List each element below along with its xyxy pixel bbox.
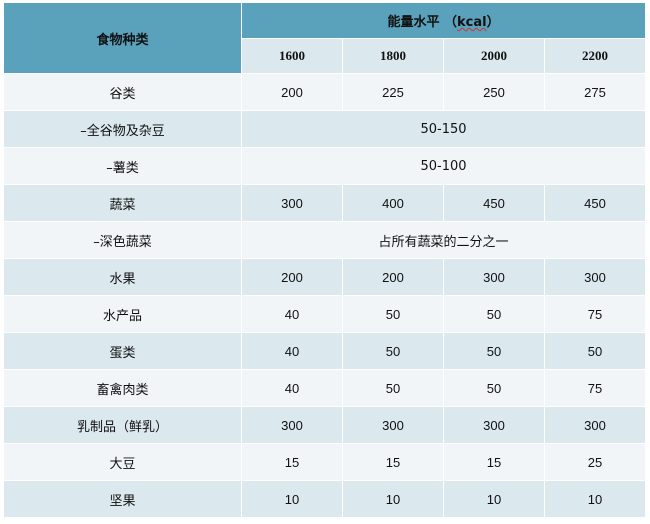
- table-row: 水果 200 200 300 300: [3, 258, 647, 296]
- table-cell: 300: [241, 406, 343, 444]
- row-label: –薯类: [3, 147, 242, 185]
- table-cell: 15: [443, 443, 545, 481]
- table-cell: 450: [543, 184, 647, 222]
- table-cell: 300: [443, 258, 545, 296]
- food-energy-table: 食物种类 能量水平 （kcal） 1600 1800 2000 2200 谷类 …: [3, 2, 647, 518]
- table-row: 蔬菜 300 400 450 450: [3, 184, 647, 222]
- row-label: 蛋类: [3, 332, 242, 370]
- level-header-2200: 2200: [543, 37, 647, 74]
- table-cell: 200: [342, 258, 444, 296]
- table-cell: 40: [241, 332, 343, 370]
- table-row: 谷类 200 225 250 275: [3, 73, 647, 111]
- table-cell: 50: [342, 295, 444, 333]
- table-cell: 50: [443, 295, 545, 333]
- table-cell: 10: [241, 480, 343, 518]
- table-row: 乳制品（鲜乳） 300 300 300 300: [3, 406, 647, 444]
- table-cell: 300: [443, 406, 545, 444]
- energy-level-header: 能量水平 （kcal）: [240, 2, 647, 39]
- table-row: –薯类 50-100: [3, 147, 647, 185]
- table-row: –全谷物及杂豆 50-150: [3, 110, 647, 148]
- table-cell: 300: [543, 258, 647, 296]
- row-label: –全谷物及杂豆: [3, 110, 242, 148]
- table-cell: 225: [342, 73, 444, 111]
- table-cell: 200: [241, 258, 343, 296]
- table-cell: 25: [543, 443, 647, 481]
- table-cell: 300: [241, 184, 343, 222]
- table-cell: 275: [543, 73, 647, 111]
- table-cell: 40: [241, 369, 343, 407]
- table-row: 蛋类 40 50 50 50: [3, 332, 647, 370]
- table-cell: 10: [543, 480, 647, 518]
- spanned-cell: 50-150: [240, 110, 647, 148]
- table-row: 大豆 15 15 15 25: [3, 443, 647, 481]
- energy-label-suffix: ）: [486, 14, 500, 30]
- table-cell: 50: [342, 332, 444, 370]
- row-label: –深色蔬菜: [3, 221, 242, 259]
- spanned-cell: 占所有蔬菜的二分之一: [240, 221, 647, 259]
- table-cell: 40: [241, 295, 343, 333]
- table-cell: 75: [543, 295, 647, 333]
- level-header-1600: 1600: [241, 37, 343, 74]
- table-cell: 75: [543, 369, 647, 407]
- row-label: 畜禽肉类: [3, 369, 242, 407]
- table-cell: 300: [543, 406, 647, 444]
- table-cell: 200: [241, 73, 343, 111]
- table-cell: 400: [342, 184, 444, 222]
- level-header-2000: 2000: [443, 37, 545, 74]
- row-label: 水产品: [3, 295, 242, 333]
- table-cell: 50: [443, 332, 545, 370]
- row-label: 蔬菜: [3, 184, 242, 222]
- table-cell: 50: [443, 369, 545, 407]
- table-cell: 15: [241, 443, 343, 481]
- level-header-1800: 1800: [342, 37, 444, 74]
- table-cell: 10: [443, 480, 545, 518]
- spanned-cell: 50-100: [240, 147, 647, 185]
- table-cell: 300: [342, 406, 444, 444]
- row-label: 谷类: [3, 73, 242, 111]
- row-label: 乳制品（鲜乳）: [3, 406, 242, 444]
- table-row: 坚果 10 10 10 10: [3, 480, 647, 518]
- row-label: 大豆: [3, 443, 242, 481]
- table-cell: 50: [543, 332, 647, 370]
- row-label: 坚果: [3, 480, 242, 518]
- energy-unit: kcal: [456, 14, 487, 30]
- table-cell: 15: [342, 443, 444, 481]
- table-cell: 250: [443, 73, 545, 111]
- table-row: –深色蔬菜 占所有蔬菜的二分之一: [3, 221, 647, 259]
- energy-label-prefix: 能量水平 （: [387, 14, 457, 30]
- table-cell: 10: [342, 480, 444, 518]
- row-label: 水果: [3, 258, 242, 296]
- category-header: 食物种类: [3, 2, 242, 74]
- table-row: 畜禽肉类 40 50 50 75: [3, 369, 647, 407]
- table-cell: 450: [443, 184, 545, 222]
- table-cell: 50: [342, 369, 444, 407]
- table-row: 水产品 40 50 50 75: [3, 295, 647, 333]
